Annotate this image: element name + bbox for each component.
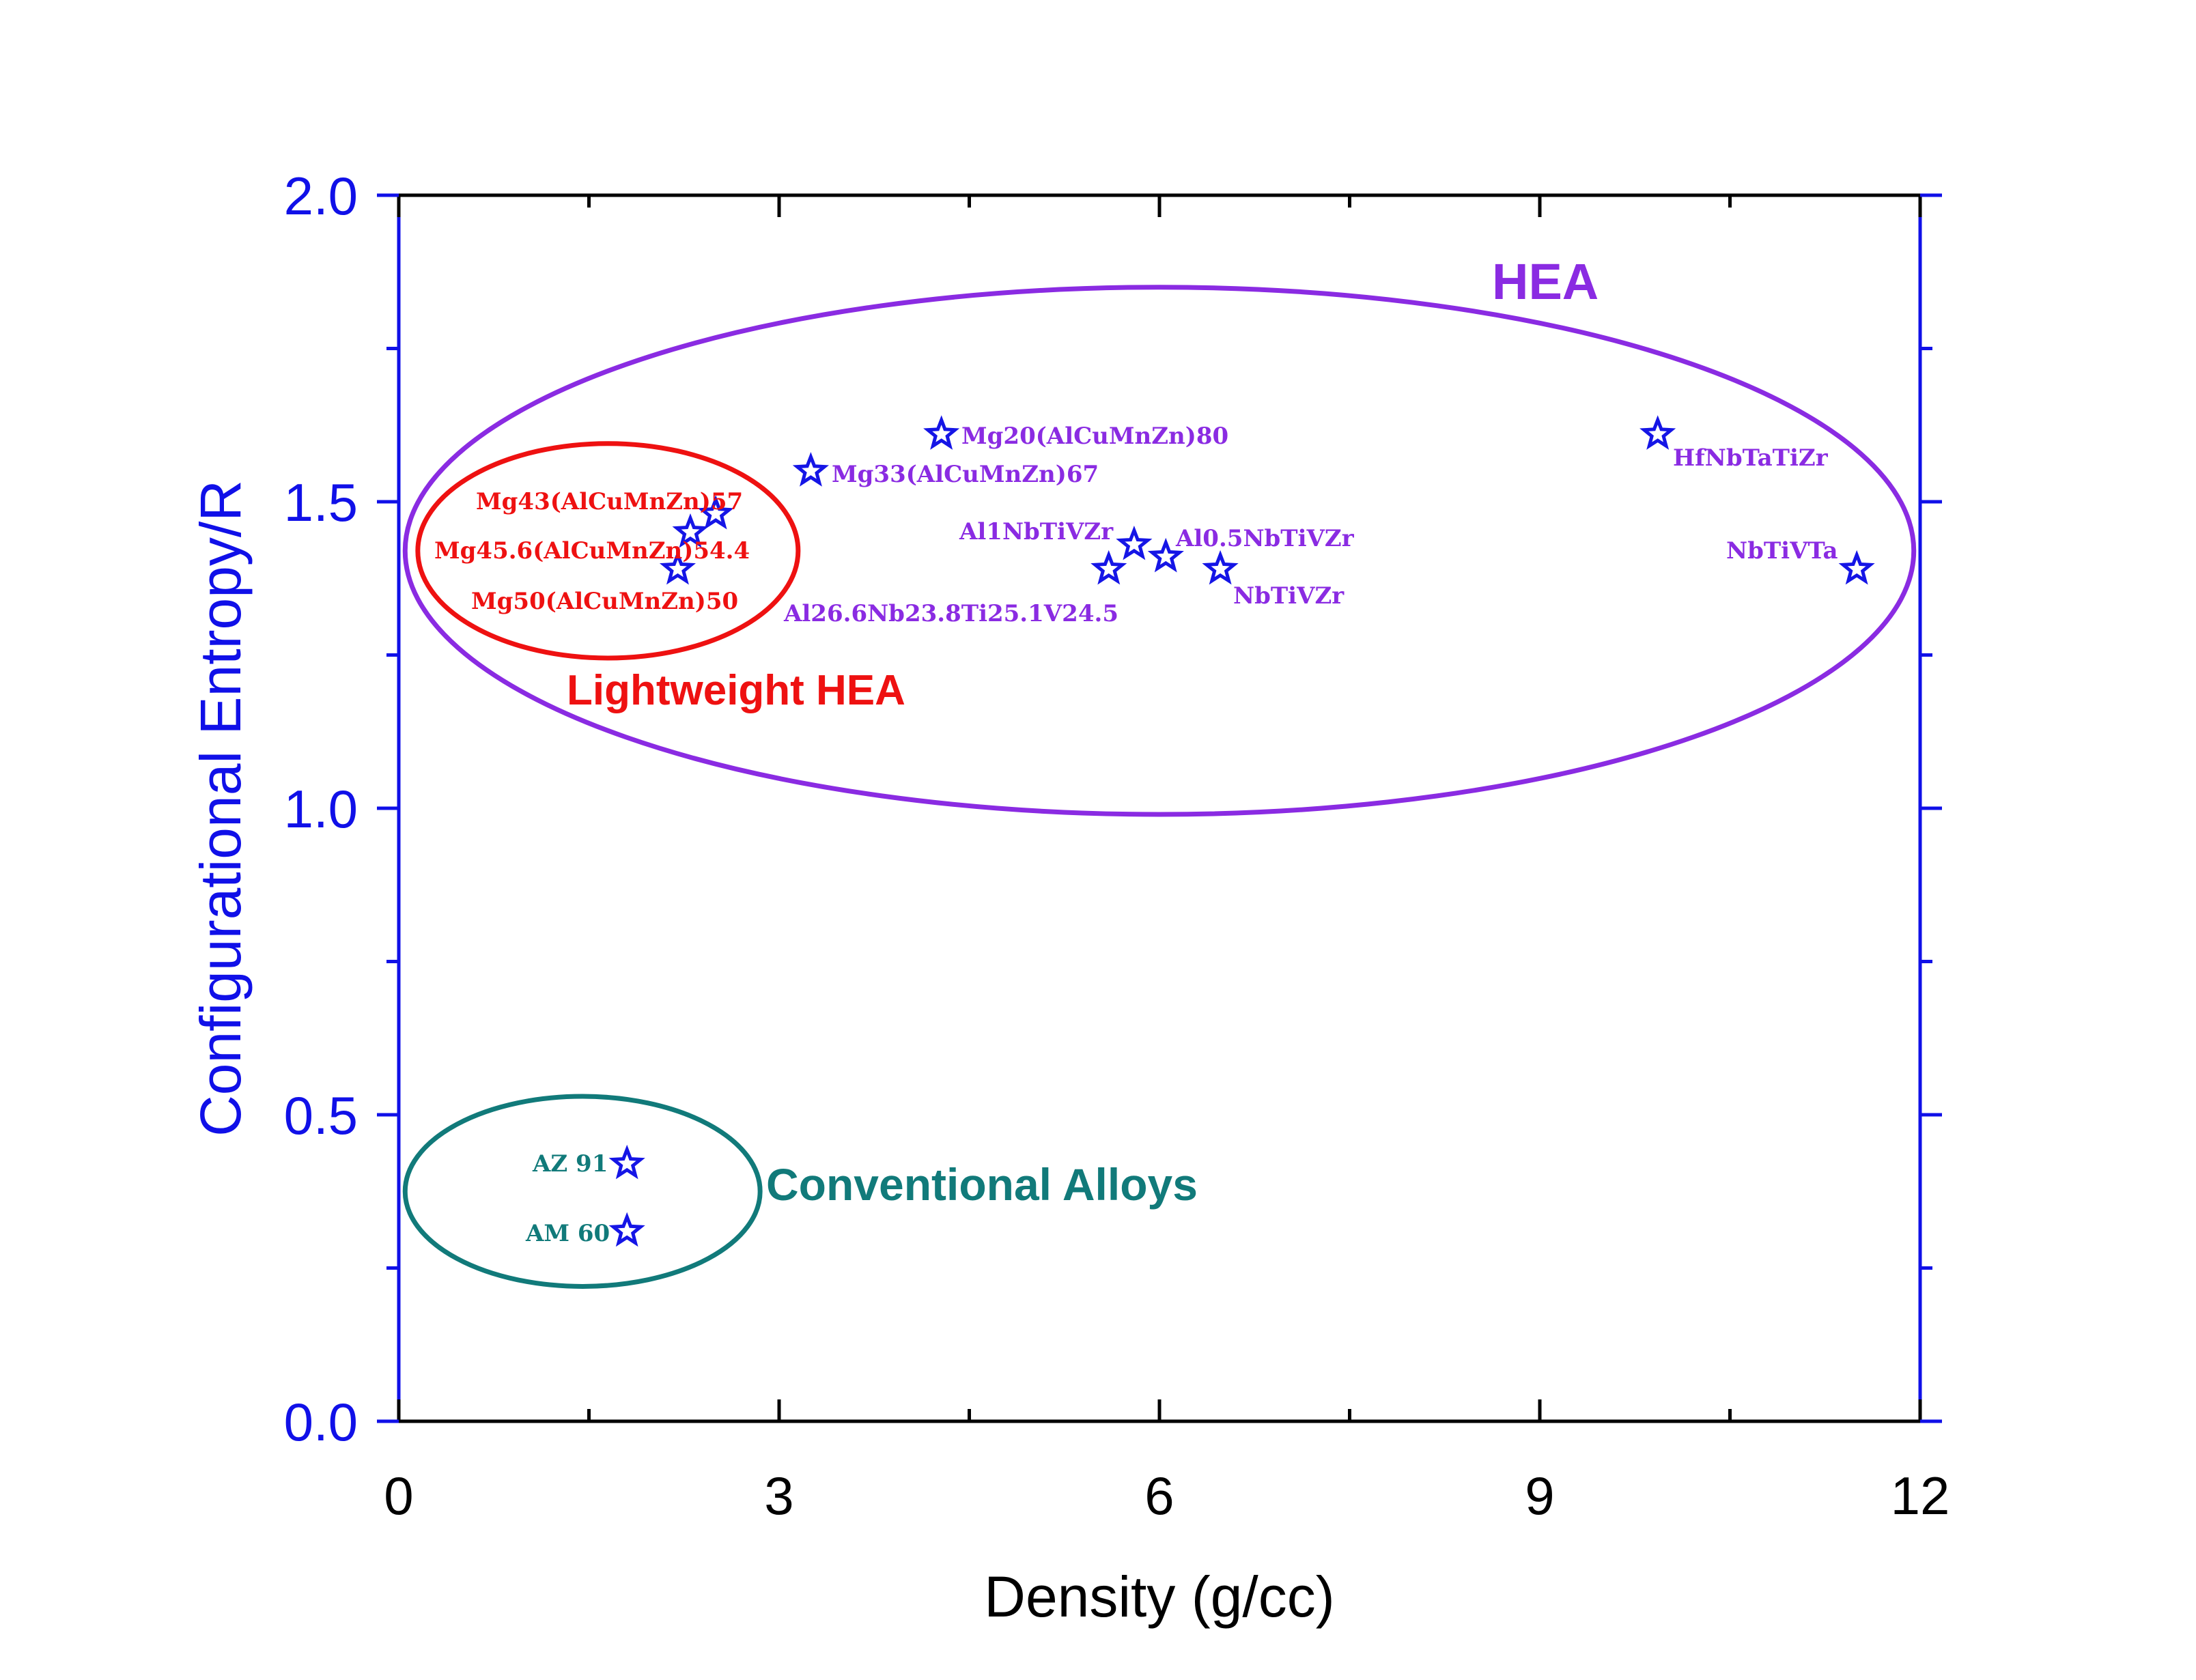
lightweight-hea-region-label: Lightweight HEA [567,667,905,714]
y-tick-label: 0.0 [284,1392,358,1452]
x-tick-label: 9 [1525,1466,1554,1526]
star-marker [697,495,734,530]
star-marker [1202,550,1239,585]
y-tick-label: 2.0 [284,166,358,226]
y-tick-label: 1.0 [284,779,358,839]
star-marker [672,513,709,548]
point-label: Mg33(AlCuMnZn)67 [832,461,1099,488]
point-label: Mg50(AlCuMnZn)50 [471,588,738,615]
x-tick-label: 3 [764,1466,793,1526]
hea-region-ellipse [402,285,1917,817]
y-tick-label: 1.5 [284,472,358,532]
region-labels: HEA Lightweight HEA Conventional Alloys [567,253,1599,1210]
x-tick-label: 0 [384,1466,413,1526]
point-label: NbTiVTa [1726,537,1838,565]
point-label: AZ 91 [532,1150,608,1178]
x-tick-labels: 0 3 6 9 12 [384,1466,1949,1526]
data-points [608,415,1875,1247]
point-label: Al26.6Nb23.8Ti25.1V24.5 [783,600,1118,627]
conventional-alloys-region-ellipse [402,1094,763,1289]
axis-ticks [377,193,1942,1423]
star-marker [792,452,829,487]
hea-region-label: HEA [1492,253,1599,310]
star-marker [1147,537,1184,573]
point-label: NbTiVZr [1233,582,1345,610]
region-ellipses [402,285,1917,1289]
point-label: Al0.5NbTiVZr [1175,525,1355,552]
star-marker [923,415,960,450]
x-axis-title: Density (g/cc) [984,1565,1334,1629]
x-tick-label: 12 [1891,1466,1950,1526]
point-labels: Mg43(AlCuMnZn)57 Mg45.6(AlCuMnZn)54.4 Mg… [434,423,1838,1247]
point-label: AM 60 [525,1220,610,1247]
point-label: Mg45.6(AlCuMnZn)54.4 [434,537,750,565]
y-tick-label: 0.5 [284,1085,358,1145]
star-marker [1116,525,1153,560]
star-marker [659,550,696,585]
x-tick-label: 6 [1144,1466,1174,1526]
point-label: Al1NbTiVZr [959,518,1114,545]
conventional-alloys-region-label: Conventional Alloys [766,1159,1198,1210]
star-marker [608,1144,645,1180]
y-tick-labels: 0.0 0.5 1.0 1.5 2.0 [284,166,358,1452]
point-label: Mg43(AlCuMnZn)57 [476,488,743,515]
point-label: Mg20(AlCuMnZn)80 [961,423,1228,450]
star-marker [608,1212,645,1247]
star-marker [1838,550,1875,585]
star-marker [1639,415,1676,450]
lightweight-hea-region-ellipse [415,441,801,661]
star-marker [1090,550,1127,585]
y-axis-title: Configurational Entropy/R [188,480,253,1137]
point-label: HfNbTaTiZr [1673,444,1829,472]
